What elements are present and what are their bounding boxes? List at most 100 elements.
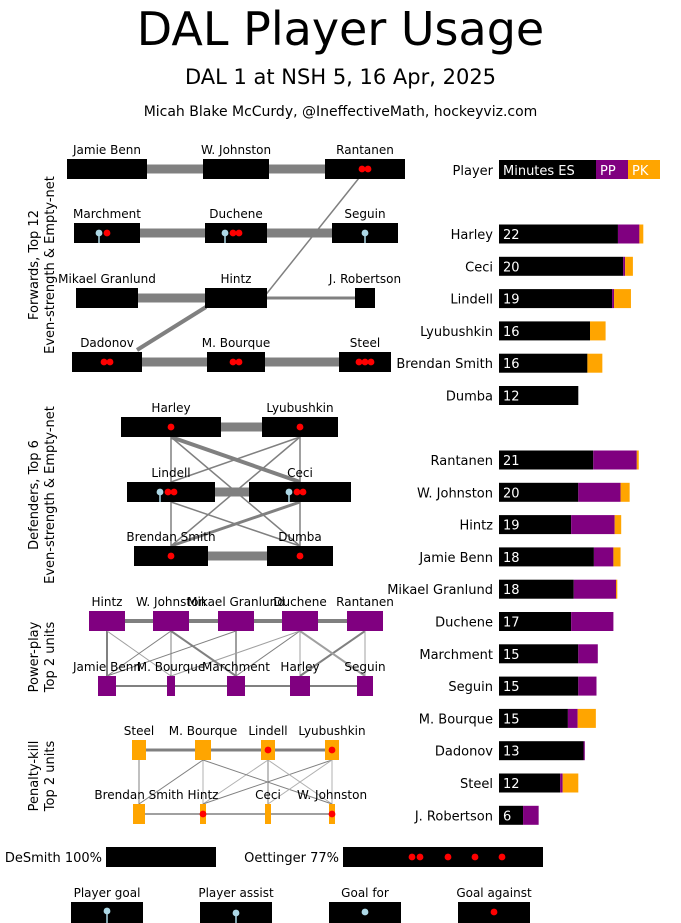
node-box-j-robertson	[355, 288, 375, 308]
bar-minutes-label: 21	[503, 454, 520, 469]
bar-legend-player: Player	[453, 164, 494, 179]
bar-minutes-label: 19	[503, 293, 520, 308]
pk-unit2-label: W. Johnston	[297, 788, 367, 802]
pp-unit2-box	[357, 676, 373, 696]
pk-unit1-label: Lindell	[248, 724, 287, 738]
bar-pp	[571, 612, 614, 631]
bar-pk	[625, 256, 633, 276]
bar-es	[499, 386, 579, 405]
goalie-label: DeSmith 100%	[5, 851, 102, 866]
bar-pp	[573, 579, 616, 599]
bar-es	[499, 741, 584, 761]
bar-es	[499, 256, 624, 276]
pk-cross-link	[267, 759, 333, 805]
bar-es	[499, 321, 590, 341]
pp-unit2-label: Seguin	[344, 660, 385, 674]
section-label-powerplay: Power-play	[27, 621, 42, 692]
bar-pp	[571, 515, 615, 535]
section-label-penaltykill: Penalty-kill	[27, 741, 42, 812]
bar-player-label: Hintz	[459, 519, 493, 534]
node-goal-against-dot	[229, 358, 237, 366]
node-box-mikael-granlund	[76, 288, 138, 308]
node-goal-against-dot	[167, 423, 175, 431]
bar-player-label: Lyubushkin	[420, 325, 493, 340]
pk-goal-against-dot	[328, 810, 336, 818]
bar-es	[499, 676, 579, 696]
bar-pp	[567, 708, 578, 728]
node-box-hintz	[205, 288, 267, 308]
pp-cross-link	[170, 630, 301, 677]
bar-pp	[623, 256, 626, 276]
node-box-jamie-benn	[67, 159, 147, 179]
bar-minutes-label: 18	[503, 551, 520, 566]
bar-player-label: Mikael Granlund	[387, 583, 493, 598]
pp-unit2-box	[98, 676, 116, 696]
legend-assist-dot	[232, 909, 240, 917]
node-goal-for-dot	[285, 488, 293, 496]
bar-pp	[583, 741, 585, 761]
pp-cross-link	[106, 630, 237, 677]
bar-pp	[578, 482, 621, 502]
legend-player-assist-label: Player assist	[198, 886, 274, 900]
node-goal-against-dot	[229, 229, 237, 237]
bar-player-label: W. Johnston	[417, 486, 493, 501]
bar-minutes-label: 15	[503, 680, 520, 695]
bar-minutes-label: 20	[503, 260, 520, 275]
node-goal-against-dot	[367, 358, 375, 366]
legend-goal-dot	[103, 907, 111, 915]
section-label-powerplay-sub: Top 2 units	[43, 622, 58, 694]
bar-minutes-label: 13	[503, 745, 520, 760]
node-goal-against-dot	[299, 488, 307, 496]
bar-es	[499, 450, 594, 470]
pp-unit2-label: M. Bourque	[137, 660, 206, 674]
bar-es	[499, 224, 618, 244]
bar-es	[499, 644, 579, 664]
bar-minutes-label: 16	[503, 357, 520, 372]
bar-player-label: Lindell	[450, 293, 493, 308]
node-label: Lyubushkin	[266, 401, 333, 415]
node-goal-against-dot	[100, 358, 108, 366]
node-goal-against-dot	[164, 488, 172, 496]
node-label: Lindell	[151, 466, 190, 480]
node-goal-for-dot	[361, 229, 369, 237]
pk-unit2-box	[265, 804, 271, 824]
pk-cross-link	[202, 759, 269, 805]
pp-unit2-box	[167, 676, 175, 696]
bar-minutes-label: 15	[503, 712, 520, 727]
node-goal-for-dot	[221, 229, 229, 237]
bar-minutes-label: 20	[503, 486, 520, 501]
bar-minutes-label: 22	[503, 228, 520, 243]
goalie-goal-against-dot	[444, 853, 452, 861]
node-goal-for-dot	[95, 229, 103, 237]
bar-minutes-label: 6	[503, 809, 511, 824]
node-label: Rantanen	[336, 143, 394, 157]
bar-es	[499, 353, 588, 373]
pk-goal-against-dot	[328, 746, 336, 754]
pp-unit2-box	[290, 676, 310, 696]
bar-pp	[578, 676, 597, 696]
bar-es	[499, 708, 568, 728]
bar-player-label: Seguin	[448, 680, 493, 695]
credit-line: Micah Blake McCurdy, @IneffectiveMath, h…	[143, 104, 538, 120]
bar-minutes-label: 15	[503, 648, 520, 663]
bar-minutes-label: 16	[503, 325, 520, 340]
bar-player-label: M. Bourque	[419, 712, 493, 727]
pp-unit2-box	[227, 676, 245, 696]
pp-unit1-box	[347, 611, 383, 631]
node-label: Ceci	[287, 466, 313, 480]
bar-es	[499, 773, 561, 793]
bar-pp	[612, 289, 615, 309]
bar-es	[499, 482, 579, 502]
bar-minutes-label: 19	[503, 519, 520, 534]
bar-minutes-label: 12	[503, 390, 520, 405]
pk-cross-link	[138, 759, 204, 805]
section-label-penaltykill-sub: Top 2 units	[43, 741, 58, 813]
pp-unit1-label: Mikael Granlund	[187, 595, 285, 609]
pp-unit1-box	[218, 611, 254, 631]
pk-unit2-label: Hintz	[188, 788, 219, 802]
pp-cross-link	[235, 630, 301, 677]
bar-pk	[614, 289, 631, 309]
legend-goal-for-label: Goal for	[341, 886, 389, 900]
goalie-label: Oettinger 77%	[244, 851, 339, 866]
pp-cross-link	[106, 630, 172, 677]
